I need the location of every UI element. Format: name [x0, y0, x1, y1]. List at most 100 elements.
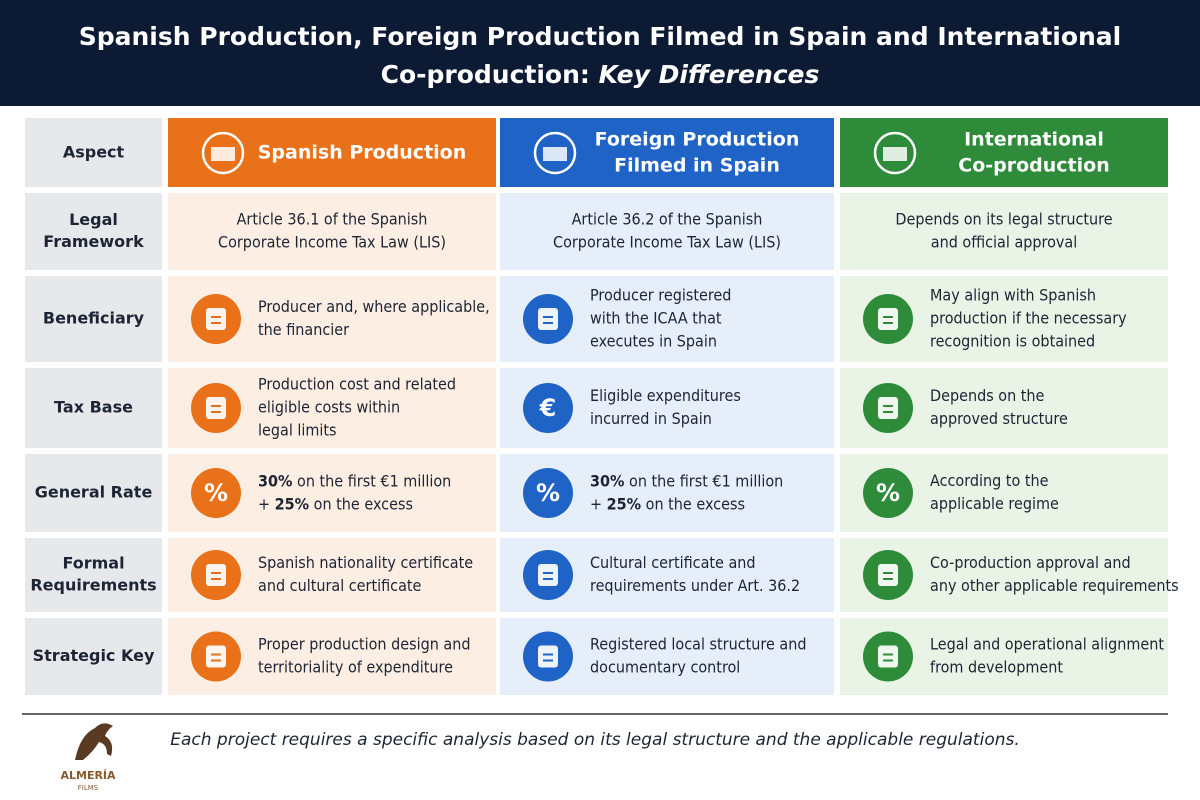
column-title: Co-production	[958, 155, 1109, 177]
cell-text: any other applicable requirements	[930, 576, 1179, 595]
text-run: 25%	[275, 494, 309, 513]
cell-text: and cultural certificate	[258, 576, 422, 595]
text-run: on the first €1 million	[292, 471, 451, 490]
column-title: International	[964, 129, 1104, 151]
cell-text: Depends on its legal structure	[895, 210, 1112, 229]
cell-text: recognition is obtained	[930, 332, 1095, 351]
column-title: Spanish Production	[258, 142, 467, 164]
icon-glyph	[206, 645, 226, 668]
cell-text: Spanish nationality certificate	[258, 553, 473, 572]
cell-text: Article 36.1 of the Spanish	[237, 210, 428, 229]
cell-text: Production cost and related	[258, 375, 456, 394]
icon-glyph: %	[876, 479, 900, 507]
logo: ALMERÍA FILMS	[60, 723, 116, 792]
icon-glyph: %	[204, 479, 228, 507]
row-label: Beneficiary	[43, 309, 145, 328]
cell-icon	[863, 468, 913, 518]
cell-text: with the ICAA that	[590, 309, 722, 328]
cell-text: According to the	[930, 471, 1049, 490]
text-run: on the first €1 million	[624, 471, 783, 490]
title-line: Co-production:	[381, 60, 599, 89]
icon-glyph	[878, 397, 898, 419]
row-label-cell	[25, 538, 162, 612]
icon-glyph: €	[539, 394, 557, 422]
text-run: 30%	[258, 471, 292, 490]
cell-text: from development	[930, 658, 1063, 677]
cell-text: the financier	[258, 320, 349, 339]
cell-text: requirements under Art. 36.2	[590, 576, 800, 595]
row-label-cell	[25, 618, 162, 695]
icon-glyph	[206, 564, 226, 586]
cell-icon	[523, 468, 573, 518]
corner-label: Aspect	[63, 143, 125, 162]
row-label-cell	[25, 454, 162, 532]
logo-mark	[75, 723, 113, 760]
cell-text: 30% on the first €1 million	[590, 471, 783, 490]
cell-text: documentary control	[590, 658, 740, 677]
cell-text: Producer and, where applicable,	[258, 297, 490, 316]
logo-sub: FILMS	[78, 784, 99, 792]
text-run: +	[258, 494, 275, 513]
row-label-cell	[25, 368, 162, 448]
cell-text: Corporate Income Tax Law (LIS)	[218, 233, 446, 252]
cell-text: Eligible expenditures	[590, 386, 741, 405]
cell-text: Depends on the	[930, 386, 1045, 405]
icon-glyph	[878, 645, 898, 668]
title-emphasis: Key Differences	[599, 60, 820, 89]
title-bar	[0, 0, 1200, 106]
cell-text: legal limits	[258, 421, 337, 440]
header-icon	[533, 131, 577, 175]
text-run: on the excess	[641, 494, 745, 513]
icon-glyph	[538, 645, 558, 668]
cell-text: territoriality of expenditure	[258, 658, 453, 677]
icon-glyph	[206, 397, 226, 419]
corner-cell	[25, 118, 162, 187]
column-title: Foreign Production	[595, 129, 800, 151]
cell-text: Legal and operational alignment	[930, 635, 1164, 654]
row-label: Formal	[62, 554, 124, 573]
icon-glyph	[206, 308, 226, 330]
cell-text: Article 36.2 of the Spanish	[572, 210, 763, 229]
row-label-cell	[25, 193, 162, 270]
cell	[840, 193, 1168, 270]
cell-text: executes in Spain	[590, 332, 717, 351]
cell-text: Cultural certificate and	[590, 553, 756, 572]
row-label: Tax Base	[54, 398, 133, 417]
cell-text: + 25% on the excess	[590, 494, 745, 513]
header-icon	[211, 147, 235, 161]
row-label: Legal	[69, 210, 118, 229]
cell-text: production if the necessary	[930, 309, 1127, 328]
icon-glyph	[538, 564, 558, 586]
cell-text: May align with Spanish	[930, 286, 1096, 305]
cell-icon	[523, 383, 573, 433]
cell-text: eligible costs within	[258, 398, 400, 417]
cell-text: 30% on the first €1 million	[258, 471, 451, 490]
text-run: 25%	[607, 494, 641, 513]
footer-note: Each project requires a specific analysi…	[170, 730, 1020, 750]
header-icon	[201, 131, 245, 175]
column-title: Filmed in Spain	[614, 155, 780, 177]
row-label: Strategic Key	[33, 646, 155, 665]
cell	[168, 193, 496, 270]
header-icon	[883, 147, 907, 161]
cell-text: Co-production approval and	[930, 553, 1131, 572]
text-run: on the excess	[309, 494, 413, 513]
cell-text: applicable regime	[930, 494, 1059, 513]
cell-text: approved structure	[930, 409, 1068, 428]
cell-text: Corporate Income Tax Law (LIS)	[553, 233, 781, 252]
icon-glyph	[878, 564, 898, 586]
cell-text: Proper production design and	[258, 635, 471, 654]
row-label: Requirements	[30, 576, 156, 595]
cell-text: and official approval	[931, 233, 1078, 252]
cell-text: Producer registered	[590, 286, 731, 305]
icon-glyph: %	[536, 479, 560, 507]
cell-text: incurred in Spain	[590, 409, 712, 428]
title: Co-production: Key Differences	[381, 60, 820, 89]
icon-glyph	[538, 308, 558, 330]
header-icon	[873, 131, 917, 175]
icon-glyph	[878, 308, 898, 330]
title: Spanish Production, Foreign Production F…	[79, 22, 1122, 51]
row-label: General Rate	[35, 483, 153, 502]
